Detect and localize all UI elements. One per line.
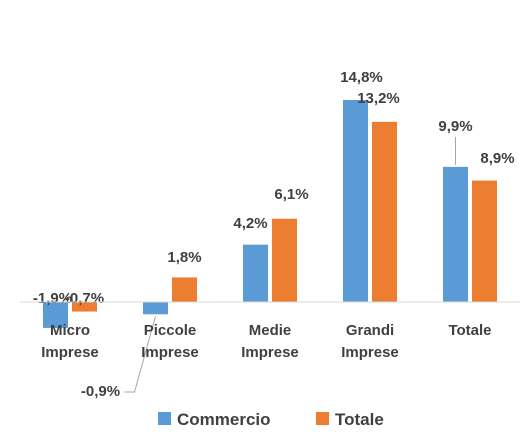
category-label-0-0: Micro — [50, 322, 90, 339]
category-label-3-0: Grandi — [346, 322, 394, 339]
bar-commercio-0 — [43, 302, 68, 328]
category-label-1-0: Piccole — [144, 322, 197, 339]
legend-label-totale: Totale — [335, 410, 384, 429]
bar-totale-0 — [72, 302, 97, 312]
category-label-3-1: Imprese — [341, 344, 399, 361]
bar-commercio-2 — [243, 244, 268, 302]
data-label-totale-2: 6,1% — [274, 186, 308, 203]
leader-line-commercio-1 — [124, 316, 156, 393]
legend-swatch-commercio — [158, 412, 171, 425]
legend-label-commercio: Commercio — [177, 410, 271, 429]
category-label-0-1: Imprese — [41, 344, 99, 361]
data-label-commercio-3: 14,8% — [340, 69, 383, 86]
data-label-totale-1: 1,8% — [167, 249, 201, 266]
bar-totale-3 — [372, 121, 397, 303]
bar-totale-4 — [472, 180, 497, 302]
bar-commercio-1 — [143, 302, 168, 315]
bar-totale-1 — [172, 277, 197, 302]
legend-swatch-totale — [316, 412, 329, 425]
category-label-4-0: Totale — [448, 322, 491, 339]
category-label-2-1: Imprese — [241, 344, 299, 361]
bar-commercio-3 — [343, 100, 368, 302]
data-label-commercio-4: 9,9% — [438, 118, 472, 135]
bar-commercio-4 — [443, 166, 468, 302]
data-label-commercio-1: -0,9% — [81, 383, 120, 400]
bar-totale-2 — [272, 218, 297, 302]
data-label-commercio-0: -1,9% — [33, 290, 72, 307]
data-label-totale-0: -0,7% — [65, 290, 104, 307]
data-label-totale-3: 13,2% — [357, 90, 400, 107]
category-label-2-0: Medie — [249, 322, 292, 339]
data-label-totale-4: 8,9% — [480, 150, 514, 167]
data-label-commercio-2: 4,2% — [233, 215, 267, 232]
category-label-1-1: Imprese — [141, 344, 199, 361]
